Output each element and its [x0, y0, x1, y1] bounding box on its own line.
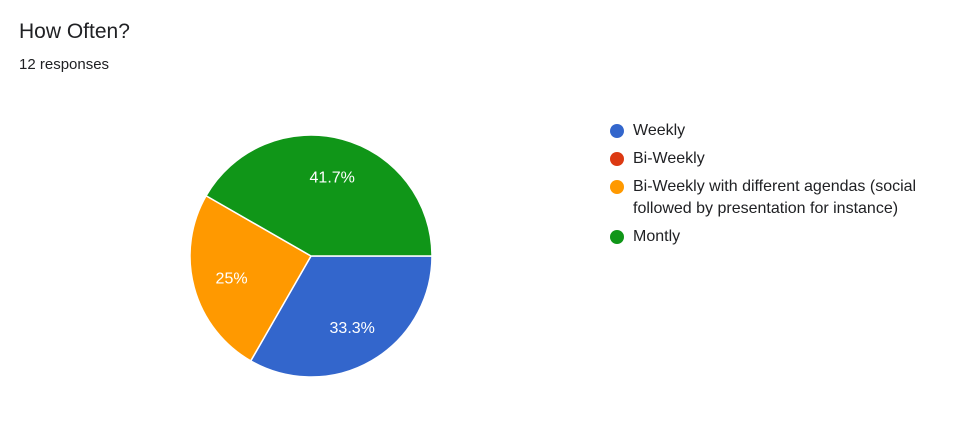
legend-label-0: Weekly — [633, 122, 686, 139]
slice-data-label-2: 25% — [216, 270, 248, 287]
legend-swatch-2 — [610, 180, 624, 194]
slice-data-label-0: 33.3% — [330, 320, 375, 337]
legend-item-2[interactable]: Bi-Weekly with different agendas (social… — [610, 176, 950, 220]
legend-item-1[interactable]: Bi-Weekly — [610, 148, 950, 170]
response-count: 12 responses — [19, 56, 110, 73]
legend-swatch-0 — [610, 124, 624, 138]
pie-slice-2[interactable] — [189, 194, 313, 362]
legend-label-3: Montly — [633, 228, 681, 245]
slice-data-label-3: 41.7% — [310, 170, 355, 187]
legend-item-3[interactable]: Montly — [610, 226, 950, 248]
pie-slice-0[interactable] — [249, 255, 433, 378]
pie-slice-3[interactable] — [205, 134, 433, 257]
legend: Weekly Bi-Weekly Bi-Weekly with different … — [610, 120, 950, 254]
legend-swatch-1 — [610, 152, 624, 166]
legend-item-0[interactable]: Weekly — [610, 120, 950, 142]
chart-title: How Often? — [19, 20, 130, 43]
legend-label-2: Bi-Weekly with different agendas (social… — [633, 178, 917, 217]
legend-swatch-3 — [610, 230, 624, 244]
legend-label-1: Bi-Weekly — [633, 150, 705, 167]
